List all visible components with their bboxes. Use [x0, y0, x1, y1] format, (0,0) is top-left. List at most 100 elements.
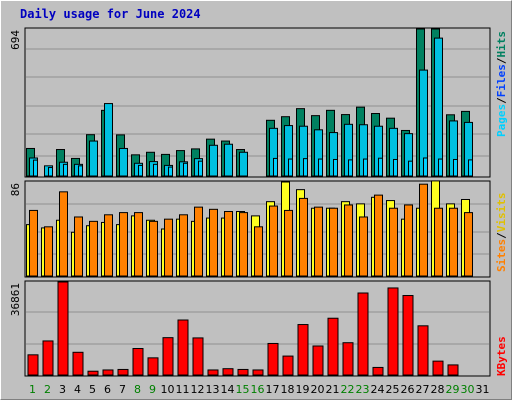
legend-separator: /	[495, 97, 508, 104]
y-max-label: 86	[9, 183, 22, 196]
pages-bar	[378, 157, 383, 177]
kbytes-bar	[267, 342, 279, 376]
sites-bar	[434, 207, 443, 277]
sites-bar	[269, 205, 278, 277]
day-label: 17	[266, 383, 280, 396]
sites-bar	[374, 194, 383, 277]
day-label: 6	[104, 383, 111, 396]
sites-bar	[359, 216, 368, 277]
legend-sites: Sites	[495, 239, 508, 272]
sites-bar	[329, 207, 338, 277]
sites-bar	[299, 197, 308, 277]
pages-bar	[423, 157, 428, 177]
kbytes-bar	[147, 357, 159, 376]
kbytes-bar	[162, 337, 174, 376]
pages-bar	[393, 158, 398, 177]
sites-bar	[149, 220, 158, 277]
sites-bar	[314, 206, 323, 277]
pages-bar	[33, 159, 38, 177]
day-label: 1	[29, 383, 36, 396]
sites-bar	[119, 212, 128, 277]
sites-bar	[224, 211, 233, 277]
sites-bar	[344, 204, 353, 277]
kbytes-bar	[237, 368, 249, 376]
chart-title: Daily usage for June 2024	[20, 7, 201, 21]
day-label: 22	[341, 383, 355, 396]
day-label: 7	[119, 383, 126, 396]
files-bar	[239, 151, 248, 177]
y-max-label: 694	[9, 30, 22, 50]
kbytes-bar	[252, 369, 264, 376]
sites-bar	[104, 214, 113, 277]
kbytes-bar	[87, 370, 99, 376]
day-label: 4	[74, 383, 81, 396]
pages-bar	[363, 158, 368, 177]
pages-bar	[318, 158, 323, 177]
kbytes-bar	[447, 364, 459, 376]
day-label: 23	[356, 383, 370, 396]
pages-bar	[138, 164, 143, 177]
pages-bar	[63, 163, 68, 177]
day-label: 10	[161, 383, 175, 396]
sites-bar	[209, 208, 218, 277]
day-label: 13	[206, 383, 220, 396]
kbytes-bar	[432, 360, 444, 376]
day-label: 9	[149, 383, 156, 396]
kbytes-bar	[207, 369, 219, 376]
day-label: 3	[59, 383, 66, 396]
pages-bar	[273, 157, 278, 177]
day-label: 12	[191, 383, 205, 396]
sites-bar	[239, 212, 248, 277]
kbytes-bar	[417, 325, 429, 376]
kbytes-bar	[27, 354, 39, 376]
kbytes-bar	[327, 317, 339, 376]
sites-bar	[449, 207, 458, 277]
day-label: 27	[416, 383, 430, 396]
pages-bar	[78, 165, 83, 177]
kbytes-bar	[57, 281, 69, 376]
day-label: 26	[401, 383, 415, 396]
day-label: 25	[386, 383, 400, 396]
kbytes-bar	[402, 295, 414, 376]
kbytes-bar	[177, 319, 189, 376]
pages-bar	[198, 160, 203, 177]
legend-top: Pages/Files/Hits	[495, 31, 508, 137]
kbytes-bar	[102, 369, 114, 376]
sites-bar	[164, 218, 173, 277]
day-label: 20	[311, 383, 325, 396]
pages-bar	[168, 166, 173, 177]
kbytes-bar	[42, 340, 54, 376]
sites-bar	[389, 207, 398, 277]
files-bar	[104, 103, 113, 177]
legend-hits: Hits	[495, 31, 508, 58]
pages-bar	[48, 167, 53, 177]
legend-kbytes: KBytes	[495, 336, 508, 376]
pages-bar	[153, 163, 158, 177]
legend-separator: /	[495, 232, 508, 239]
pages-bar	[453, 158, 458, 177]
pages-bar	[348, 159, 353, 177]
files-bar	[224, 143, 233, 177]
pages-bar	[288, 158, 293, 177]
legend-pages: Pages	[495, 104, 508, 137]
sites-bar	[134, 212, 143, 277]
sites-bar	[44, 226, 53, 277]
files-bar	[209, 144, 218, 177]
kbytes-bar	[72, 351, 84, 376]
pages-bar	[408, 160, 413, 177]
day-label: 24	[371, 383, 385, 396]
kbytes-bar	[222, 368, 234, 376]
day-label: 29	[446, 383, 460, 396]
day-label: 28	[431, 383, 445, 396]
sites-bar	[29, 209, 38, 277]
sites-bar	[284, 209, 293, 277]
sites-bar	[404, 204, 413, 277]
sites-bar	[194, 206, 203, 277]
day-label: 31	[476, 383, 490, 396]
files-bar	[119, 147, 128, 177]
kbytes-bar	[192, 337, 204, 376]
files-bar	[89, 140, 98, 177]
kbytes-bar	[372, 366, 384, 376]
kbytes-bar	[312, 345, 324, 376]
